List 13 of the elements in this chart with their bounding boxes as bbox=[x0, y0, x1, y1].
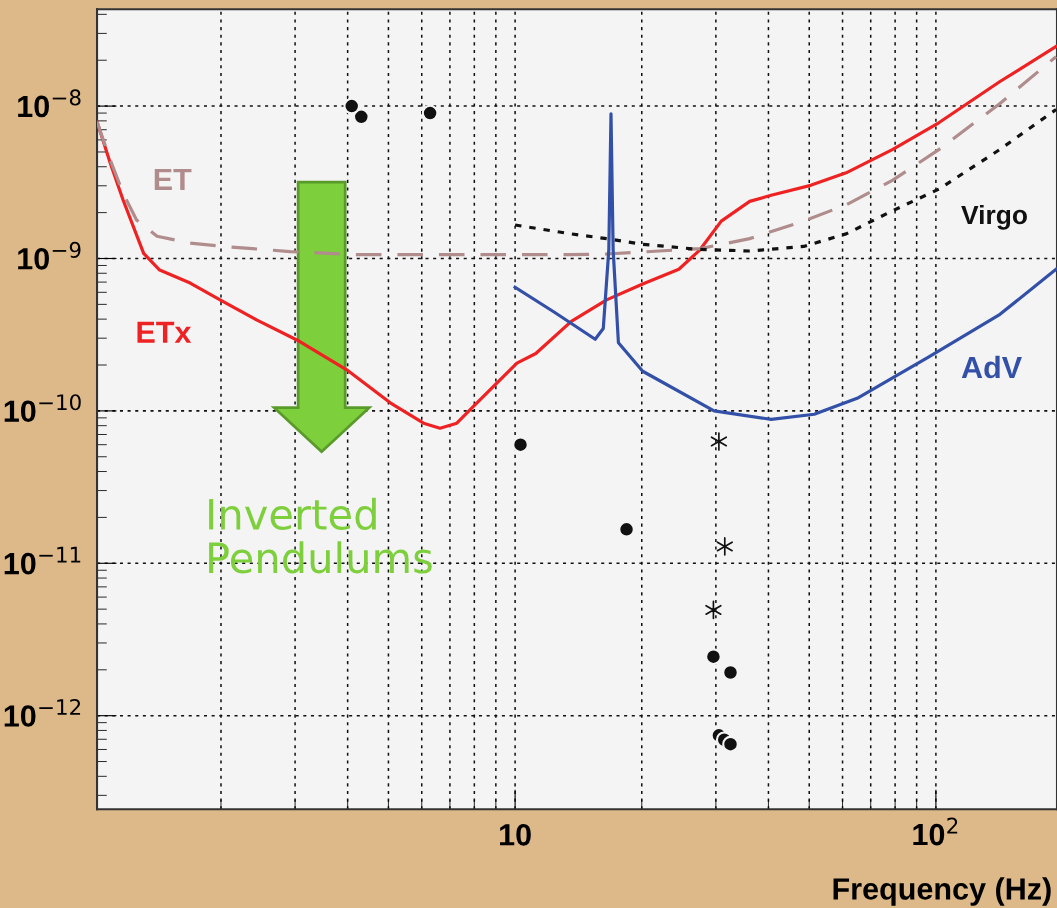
x-tick-label: 10 bbox=[500, 824, 531, 846]
y-tick-label: 10$^{−12}$ bbox=[4, 698, 81, 727]
series-label: ETx bbox=[137, 321, 192, 343]
x-axis-title: Frequency (Hz) bbox=[833, 877, 1051, 906]
series-label: AdV bbox=[961, 355, 1022, 379]
annotation: Inverted Pendulums bbox=[209, 497, 432, 574]
series-label: Virgo bbox=[961, 204, 1027, 230]
y-tick-label: 10$^{−8}$ bbox=[18, 89, 81, 118]
y-tick-label: 10$^{−10}$ bbox=[4, 394, 81, 423]
series-label: ET bbox=[154, 168, 192, 190]
y-tick-label: 10$^{−9}$ bbox=[18, 241, 81, 270]
x-tick-label: 10$^{2}$ bbox=[913, 817, 958, 846]
y-tick-label: 10$^{−11}$ bbox=[4, 546, 81, 575]
